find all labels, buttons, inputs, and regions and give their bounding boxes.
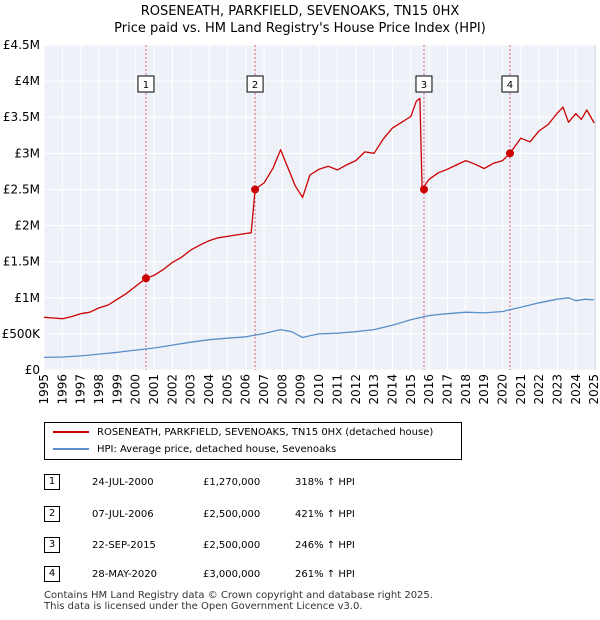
- x-tick-label: 2014: [385, 374, 399, 405]
- annotation-box: [501, 75, 519, 93]
- footer: Contains HM Land Registry data © Crown c…: [44, 590, 433, 612]
- chart-title: ROSENEATH, PARKFIELD, SEVENOAKS, TN15 0H…: [141, 4, 460, 19]
- transaction-hpi: 421% ↑ HPI: [295, 509, 355, 520]
- sale-annotations: 1 2 3 4: [137, 75, 519, 93]
- transaction-number: 1: [44, 474, 60, 490]
- y-tick-label: £3M: [14, 146, 40, 160]
- price-chart: ROSENEATH, PARKFIELD, SEVENOAKS, TN15 0H…: [2, 4, 600, 405]
- y-tick-label: £2M: [14, 219, 40, 233]
- x-tick-label: 2015: [404, 374, 418, 405]
- legend-item-property: ROSENEATH, PARKFIELD, SEVENOAKS, TN15 0H…: [53, 425, 433, 441]
- annotation-box: [415, 75, 433, 93]
- series-line: [43, 297, 595, 359]
- footer-copyright: Contains HM Land Registry data © Crown c…: [44, 590, 433, 601]
- annotation-box: [137, 75, 155, 93]
- y-axis-ticks: £0 £500K £1M £1.5M £2M £2.5M £3M £3.5M £4M £4.5M: [2, 38, 42, 377]
- transaction-date: 07-JUL-2006: [92, 509, 154, 520]
- x-tick-label: 1997: [74, 374, 88, 405]
- x-tick-label: 1996: [55, 374, 69, 405]
- x-tick-label: 2004: [202, 374, 216, 405]
- transaction-hpi: 318% ↑ HPI: [295, 477, 355, 488]
- sale-points: [141, 149, 514, 283]
- plot-area: [44, 45, 596, 370]
- y-tick-label: £4.5M: [3, 38, 40, 52]
- x-tick-label: 2002: [165, 374, 179, 405]
- x-tick-label: 2000: [129, 374, 143, 405]
- x-tick-label: 2007: [257, 374, 271, 405]
- legend-label-hpi: HPI: Average price, detached house, Seve…: [97, 444, 337, 455]
- shaded-region: [594, 45, 596, 370]
- shaded-regions: [594, 45, 596, 370]
- x-axis-ticks: 1995 1996 1997 1998 1999 2000 2001 2002 2003 2004…: [37, 374, 600, 405]
- y-tick-label: £1M: [14, 291, 40, 305]
- y-tick-label: £0: [25, 363, 40, 377]
- x-tick-label: 2016: [422, 374, 436, 405]
- transaction-date: 22-SEP-2015: [92, 540, 156, 551]
- legend-swatch-hpi: [53, 448, 89, 450]
- x-tick-label: 2010: [312, 374, 326, 405]
- y-tick-label: £4M: [14, 74, 40, 88]
- x-tick-label: 2023: [550, 374, 564, 405]
- annotation-label: 3: [421, 80, 427, 91]
- y-tick-label: £3.5M: [3, 110, 40, 124]
- x-tick-label: 2020: [495, 374, 509, 405]
- y-tick-label: £1.5M: [3, 255, 40, 269]
- x-tick-label: 2025: [587, 374, 600, 405]
- transaction-number: 4: [44, 566, 60, 582]
- transaction-price: £1,270,000: [203, 477, 261, 488]
- x-tick-label: 2024: [569, 374, 583, 405]
- transaction-number: 3: [44, 537, 60, 553]
- x-tick-label: 2005: [220, 374, 234, 405]
- footer-licence: This data is licensed under the Open Gov…: [44, 601, 363, 612]
- sale-point: [419, 185, 428, 194]
- legend-swatch-property: [53, 431, 89, 433]
- x-tick-label: 2008: [275, 374, 289, 405]
- transaction-price: £2,500,000: [203, 540, 261, 551]
- x-tick-label: 2003: [184, 374, 198, 405]
- y-tick-label: £500K: [2, 327, 42, 341]
- transaction-price: £2,500,000: [203, 509, 261, 520]
- transaction-date: 28-MAY-2020: [92, 569, 158, 580]
- transaction-price: £3,000,000: [203, 569, 261, 580]
- grid-lines: [43, 44, 596, 371]
- legend-item-hpi: HPI: Average price, detached house, Seve…: [53, 442, 336, 458]
- x-tick-label: 1995: [37, 374, 51, 405]
- x-tick-label: 2006: [239, 374, 253, 405]
- x-tick-label: 2021: [514, 374, 528, 405]
- x-tick-label: 2018: [459, 374, 473, 405]
- chart-subtitle: Price paid vs. HM Land Registry's House …: [114, 21, 486, 36]
- y-tick-label: £2.5M: [3, 182, 40, 196]
- legend-label-property: ROSENEATH, PARKFIELD, SEVENOAKS, TN15 0H…: [97, 427, 434, 438]
- x-tick-label: 2009: [294, 374, 308, 405]
- x-tick-label: 1999: [110, 374, 124, 405]
- transaction-date: 24-JUL-2000: [92, 477, 154, 488]
- x-tick-label: 2017: [440, 374, 454, 405]
- x-tick-label: 1998: [92, 374, 106, 405]
- sale-point: [251, 185, 260, 194]
- x-tick-label: 2011: [330, 374, 344, 405]
- annotation-label: 2: [252, 80, 258, 91]
- x-tick-label: 2022: [532, 374, 546, 405]
- legend: ROSENEATH, PARKFIELD, SEVENOAKS, TN15 0H…: [44, 422, 462, 460]
- transaction-number: 2: [44, 506, 60, 522]
- annotation-label: 4: [507, 80, 513, 91]
- x-tick-label: 2001: [147, 374, 161, 405]
- sale-point: [141, 274, 150, 283]
- x-tick-label: 2013: [367, 374, 381, 405]
- sale-point: [505, 149, 514, 158]
- annotation-label: 1: [143, 80, 149, 91]
- x-tick-label: 2012: [349, 374, 363, 405]
- x-tick-label: 2019: [477, 374, 491, 405]
- transaction-hpi: 261% ↑ HPI: [295, 569, 355, 580]
- annotation-box: [246, 75, 264, 93]
- transaction-hpi: 246% ↑ HPI: [295, 540, 355, 551]
